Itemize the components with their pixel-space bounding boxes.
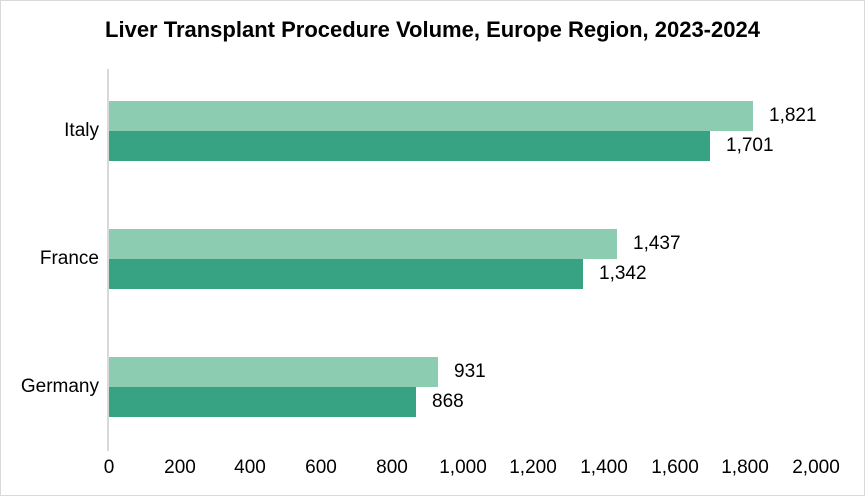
x-tick-0: 0 (103, 457, 115, 478)
bar-top-bar-light-green-germany (109, 357, 438, 387)
bar-top-bar-light-green-france (109, 229, 617, 259)
bar-bottom-bar-dark-green-france (109, 259, 583, 289)
chart-title: Liver Transplant Procedure Volume, Europ… (105, 17, 760, 42)
x-tick-2000: 2,000 (792, 457, 840, 478)
value-label-bottom-bar-dark-green-germany: 868 (432, 391, 464, 412)
x-tick-1600: 1,600 (651, 457, 699, 478)
x-tick-1400: 1,400 (580, 457, 628, 478)
y-axis-line (107, 69, 109, 451)
value-label-bottom-bar-dark-green-france: 1,342 (599, 263, 647, 284)
category-label-france: France (39, 248, 99, 269)
category-label-germany: Germany (20, 376, 99, 397)
category-label-italy: Italy (64, 120, 99, 141)
bar-bottom-bar-dark-green-germany (109, 387, 416, 417)
bar-top-bar-light-green-italy (109, 101, 753, 131)
plot-area: 1,821 1,701 1,437 1,342 931 868 (107, 69, 817, 451)
x-tick-800: 800 (376, 457, 408, 478)
value-label-top-bar-light-green-italy: 1,821 (769, 105, 817, 126)
x-tick-1800: 1,800 (721, 457, 769, 478)
x-tick-600: 600 (305, 457, 337, 478)
x-tick-1200: 1,200 (509, 457, 557, 478)
bar-bottom-bar-dark-green-italy (109, 131, 710, 161)
value-label-bottom-bar-dark-green-italy: 1,701 (726, 135, 774, 156)
value-label-top-bar-light-green-germany: 931 (454, 361, 486, 382)
x-tick-400: 400 (234, 457, 266, 478)
x-tick-1000: 1,000 (439, 457, 487, 478)
value-label-top-bar-light-green-france: 1,437 (633, 233, 681, 254)
x-tick-200: 200 (164, 457, 196, 478)
